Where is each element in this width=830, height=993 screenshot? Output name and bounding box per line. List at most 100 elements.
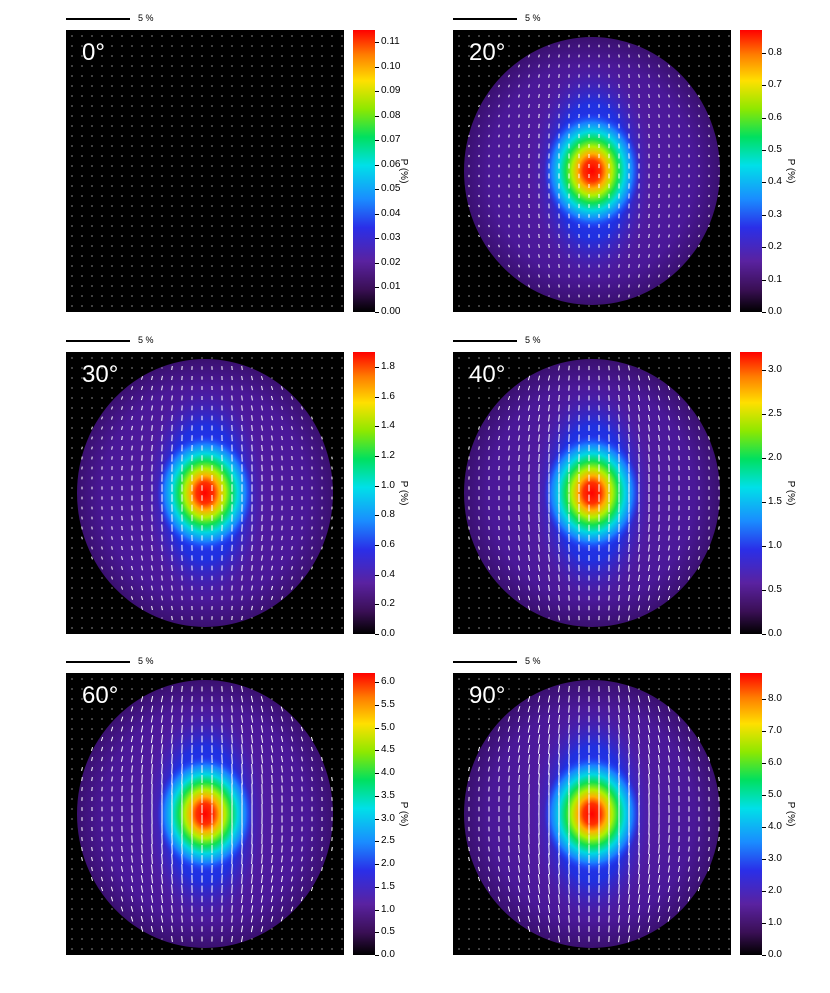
vector	[151, 385, 153, 391]
vector	[241, 936, 243, 942]
vector	[648, 424, 650, 432]
vector	[648, 544, 650, 552]
vector	[698, 866, 700, 872]
vector	[538, 244, 540, 248]
vector	[261, 385, 263, 391]
vector	[648, 554, 650, 562]
vector	[618, 695, 620, 703]
tick-mark	[375, 818, 379, 820]
vector	[311, 866, 313, 872]
vector	[281, 435, 283, 441]
tick-mark	[762, 826, 766, 828]
vector	[518, 545, 520, 551]
vector	[131, 386, 133, 390]
vector	[527, 735, 531, 743]
vector	[241, 874, 243, 884]
vector	[638, 874, 640, 884]
vector	[538, 404, 540, 412]
vector	[538, 843, 540, 855]
vector	[558, 734, 560, 744]
vector	[517, 745, 521, 753]
panel-60deg: 5 % 60° 0.0 0.5 1.0 1.5 2.0 2.5 3.0 3.5 4.0 4.5 5.…	[66, 655, 442, 960]
vector	[181, 725, 183, 733]
vector	[161, 773, 163, 785]
vector	[538, 763, 540, 775]
vector	[301, 766, 303, 772]
vector	[140, 725, 144, 733]
vector	[508, 535, 510, 541]
vector	[648, 264, 650, 268]
vector	[261, 605, 263, 611]
vector	[280, 726, 284, 732]
scale-bar: 5 %	[66, 12, 436, 26]
vector	[498, 846, 500, 852]
colorbar	[353, 30, 375, 312]
vector	[231, 894, 233, 904]
vector	[508, 445, 510, 451]
vector	[548, 544, 550, 552]
vector	[141, 385, 143, 391]
vector	[688, 536, 690, 540]
vector	[101, 846, 103, 852]
vector	[648, 754, 650, 764]
vector	[507, 875, 511, 883]
vector	[488, 766, 490, 772]
vector	[281, 565, 283, 571]
vector	[281, 406, 283, 410]
vector	[528, 264, 530, 268]
vector	[171, 705, 173, 713]
vector	[508, 565, 510, 571]
vector	[478, 856, 480, 862]
vector	[638, 274, 640, 278]
colorbar-label: P (%)	[785, 801, 796, 827]
vector	[91, 426, 93, 430]
vector	[120, 736, 124, 742]
tick-label: 1.8	[381, 360, 395, 372]
vector	[488, 566, 490, 570]
vector	[270, 715, 274, 723]
vector	[618, 863, 620, 875]
vector	[261, 754, 263, 764]
vector	[537, 705, 541, 713]
vector	[618, 705, 620, 713]
vector	[271, 575, 273, 581]
vector	[688, 244, 690, 248]
vector	[151, 843, 153, 855]
vector	[678, 84, 680, 88]
panel-0deg: 5 % 0° 0.00 0.01 0.02 0.03 0.04 0.05 0.06 0.07 0…	[66, 12, 442, 317]
vector	[667, 385, 671, 391]
vector	[271, 585, 273, 591]
vector	[558, 915, 560, 923]
vector	[538, 585, 540, 591]
vector	[537, 874, 541, 884]
vector	[628, 365, 630, 371]
vector	[110, 726, 114, 732]
vector	[151, 415, 153, 421]
tick-label: 0.0	[768, 949, 782, 960]
vector	[668, 755, 670, 763]
vector	[538, 375, 540, 381]
vector	[301, 556, 303, 560]
vector	[678, 264, 680, 268]
vector	[171, 385, 173, 391]
colorbar-tick: 0.0	[762, 306, 794, 318]
vector	[648, 853, 650, 865]
vector	[151, 434, 153, 442]
vector	[488, 776, 490, 782]
vector	[150, 715, 154, 723]
vector	[478, 776, 480, 782]
tick-mark	[375, 574, 379, 576]
vector	[251, 544, 253, 552]
vector	[548, 554, 550, 562]
vector	[527, 744, 531, 754]
vector	[171, 365, 173, 371]
vector	[688, 94, 690, 98]
vector	[618, 753, 620, 765]
vector	[261, 844, 263, 854]
vector	[518, 855, 520, 863]
vector	[260, 895, 264, 903]
vector	[657, 595, 661, 601]
vector	[548, 743, 550, 755]
vector	[468, 766, 470, 772]
vector	[528, 565, 530, 571]
